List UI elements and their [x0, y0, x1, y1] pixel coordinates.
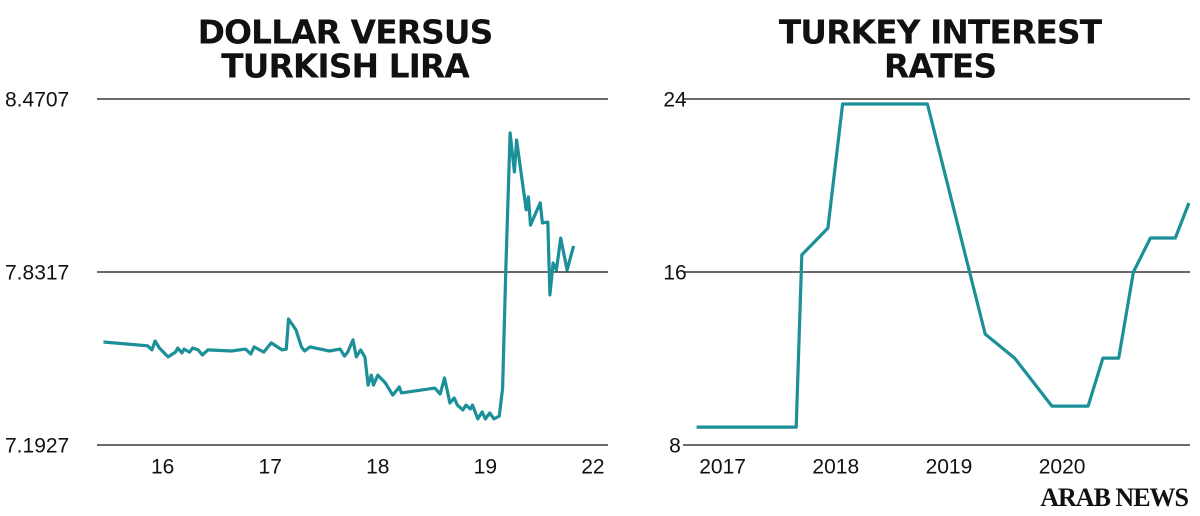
y-tick-label: 24 — [663, 89, 687, 112]
y-tick-label: 7.8317 — [5, 262, 69, 285]
x-tick-label: 2019 — [926, 456, 973, 479]
x-tick-label: 2020 — [1039, 456, 1086, 479]
chart-title: TURKEY INTEREST — [779, 13, 1103, 52]
y-tick-label: 16 — [663, 262, 686, 285]
x-tick-label: 17 — [259, 456, 282, 479]
footer-logo: ARAB NEWS — [1040, 483, 1188, 512]
x-tick-label: 22 — [581, 456, 604, 479]
x-tick-label: 2017 — [699, 456, 746, 479]
chart-title: TURKISH LIRA — [221, 47, 470, 86]
y-tick-label: 8.4707 — [5, 89, 69, 112]
chart-title: DOLLAR VERSUS — [198, 13, 493, 52]
y-tick-label: 7.1927 — [5, 435, 69, 458]
chart-title: RATES — [884, 47, 996, 86]
y-tick-label: 8 — [669, 435, 681, 458]
x-tick-label: 2018 — [812, 456, 859, 479]
x-tick-label: 19 — [474, 456, 497, 479]
x-tick-label: 18 — [366, 456, 389, 479]
data-line — [696, 102, 1191, 429]
data-line — [103, 131, 576, 421]
x-tick-label: 16 — [151, 456, 174, 479]
